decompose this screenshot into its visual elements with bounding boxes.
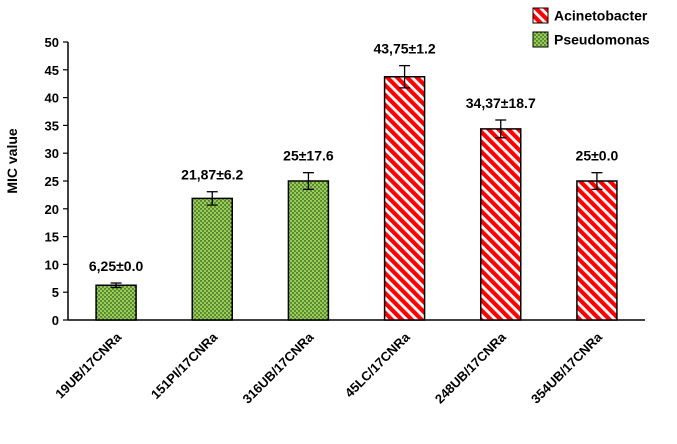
bar-2	[191, 197, 233, 321]
bar-value-label: 34,37±18.7	[466, 95, 536, 111]
y-tick-label: 45	[45, 63, 59, 78]
x-axis-label: 151PI/17CNRa	[148, 329, 221, 402]
y-tick-label: 0	[52, 313, 59, 328]
bar-3	[287, 180, 330, 321]
y-tick-label: 15	[45, 230, 59, 245]
bar-value-label: 6,25±0.0	[89, 258, 144, 274]
y-tick-label: 40	[45, 91, 59, 106]
bar-6	[576, 180, 618, 321]
x-axis-label: 316UB/17CNRa	[240, 329, 318, 407]
bar-4	[383, 76, 426, 321]
y-tick-label: 35	[45, 118, 59, 133]
y-tick-label: 30	[45, 146, 59, 161]
x-axis-label: 19UB/17CNRa	[52, 329, 124, 401]
bar-1	[95, 284, 137, 321]
y-axis-title: MIC value	[4, 128, 20, 194]
x-axis-label: 248UB/17CNRa	[432, 329, 510, 407]
bar-5	[480, 128, 522, 321]
bar-value-label: 43,75±1.2	[373, 41, 435, 57]
bar-value-label: 25±17.6	[283, 148, 334, 164]
legend-label: Acinetobacter	[554, 8, 648, 24]
y-tick-label: 25	[45, 174, 59, 189]
legend-swatch-diagonal-hatch	[532, 7, 549, 24]
legend-label: Pseudomonas	[554, 32, 650, 48]
y-tick-label: 10	[45, 257, 59, 272]
bar-value-label: 25±0.0	[576, 148, 619, 164]
legend-swatch-dots	[532, 31, 549, 48]
y-tick-label: 5	[52, 285, 59, 300]
y-tick-label: 20	[45, 202, 59, 217]
x-axis-label: 45LC/17CNRa	[342, 329, 413, 400]
y-tick-label: 50	[45, 35, 59, 50]
bar-value-label: 21,87±6.2	[181, 167, 243, 183]
x-axis-label: 354UB/17CNRa	[528, 329, 606, 407]
